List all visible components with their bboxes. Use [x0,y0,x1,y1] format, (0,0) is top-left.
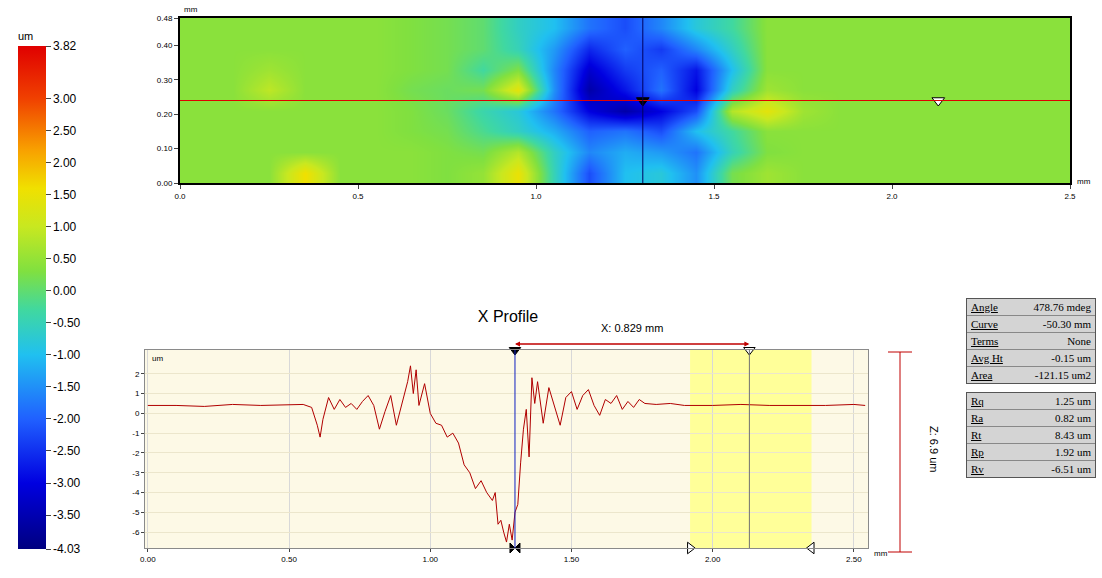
svg-text:0.00: 0.00 [53,284,77,298]
svg-text:mm: mm [1077,177,1091,186]
svg-text:-1.50: -1.50 [53,380,81,394]
svg-text:mm: mm [874,549,888,558]
html-text:Rv: Rv [971,463,984,475]
svg-text:0.30: 0.30 [157,76,173,85]
svg-text:2.50: 2.50 [846,555,862,564]
svg-text:X Profile: X Profile [478,308,539,325]
svg-text:um: um [152,354,163,363]
svg-text:3.82: 3.82 [53,39,77,53]
html-text:1.92 um: 1.92 um [1054,446,1091,458]
svg-text:1.50: 1.50 [53,188,77,202]
html-text:Curve: Curve [971,318,998,330]
html-text:Area: Area [971,369,993,381]
html-text:-6.51 um: -6.51 um [1051,463,1091,475]
html-text:-0.15 um: -0.15 um [1051,352,1091,364]
svg-text:1.00: 1.00 [422,555,438,564]
svg-text:-0.50: -0.50 [53,316,81,330]
html-text:Angle: Angle [971,301,998,313]
html-text:Rq: Rq [971,395,984,407]
svg-text:0.48: 0.48 [157,14,173,23]
svg-text:-2: -2 [132,449,140,458]
svg-text:2.50: 2.50 [53,124,77,138]
svg-text:-4.03: -4.03 [53,542,81,556]
svg-text:-6: -6 [132,528,140,537]
html-text:Avg Ht: Avg Ht [971,352,1003,364]
svg-text:2.00: 2.00 [53,156,77,170]
html-text:-50.30 mm: -50.30 mm [1042,318,1091,330]
svg-text:0.50: 0.50 [281,555,297,564]
svg-text:-2.00: -2.00 [53,412,81,426]
html-text:0.82 um: 0.82 um [1054,412,1091,424]
html-text:Terms: Terms [971,335,999,347]
svg-text:-1.00: -1.00 [53,348,81,362]
svg-text:0.5: 0.5 [352,192,364,201]
svg-text:1.00: 1.00 [53,220,77,234]
svg-text:1.5: 1.5 [708,192,720,201]
html-text:Ra: Ra [971,412,984,424]
html-text:8.43 um: 8.43 um [1054,429,1091,441]
svg-text:0.00: 0.00 [157,179,173,188]
svg-text:-3: -3 [132,469,140,478]
svg-text:-1: -1 [132,429,140,438]
svg-text:X: 0.829 mm: X: 0.829 mm [601,322,663,334]
svg-text:0.10: 0.10 [157,144,173,153]
svg-text:2.00: 2.00 [705,555,721,564]
svg-text:0.40: 0.40 [157,41,173,50]
svg-text:2: 2 [135,370,140,379]
svg-text:0.0: 0.0 [174,192,186,201]
html-text:1.25 um: 1.25 um [1054,395,1091,407]
svg-text:0.00: 0.00 [140,555,156,564]
svg-text:2.5: 2.5 [1064,192,1076,201]
svg-text:0: 0 [135,409,140,418]
svg-text:1.50: 1.50 [564,555,580,564]
svg-text:um: um [18,30,33,42]
svg-text:-5: -5 [132,508,140,517]
svg-text:2.0: 2.0 [886,192,898,201]
html-text:478.76 mdeg: 478.76 mdeg [1033,301,1091,313]
html-text:None: None [1067,335,1091,347]
html-text:-121.15 um2: -121.15 um2 [1034,369,1091,381]
svg-text:-3.00: -3.00 [53,476,81,490]
svg-text:mm: mm [184,5,198,14]
html-text:Rp: Rp [971,446,984,458]
svg-text:1.0: 1.0 [530,192,542,201]
svg-text:-4: -4 [132,488,140,497]
svg-text:-3.50: -3.50 [53,508,81,522]
svg-text:1: 1 [135,389,140,398]
svg-text:-2.50: -2.50 [53,444,81,458]
svg-text:0.20: 0.20 [157,110,173,119]
svg-text:3.00: 3.00 [53,92,77,106]
svg-text:0.50: 0.50 [53,252,77,266]
svg-text:Z: 6.9 um: Z: 6.9 um [928,426,940,472]
html-text:Rt: Rt [971,429,982,441]
